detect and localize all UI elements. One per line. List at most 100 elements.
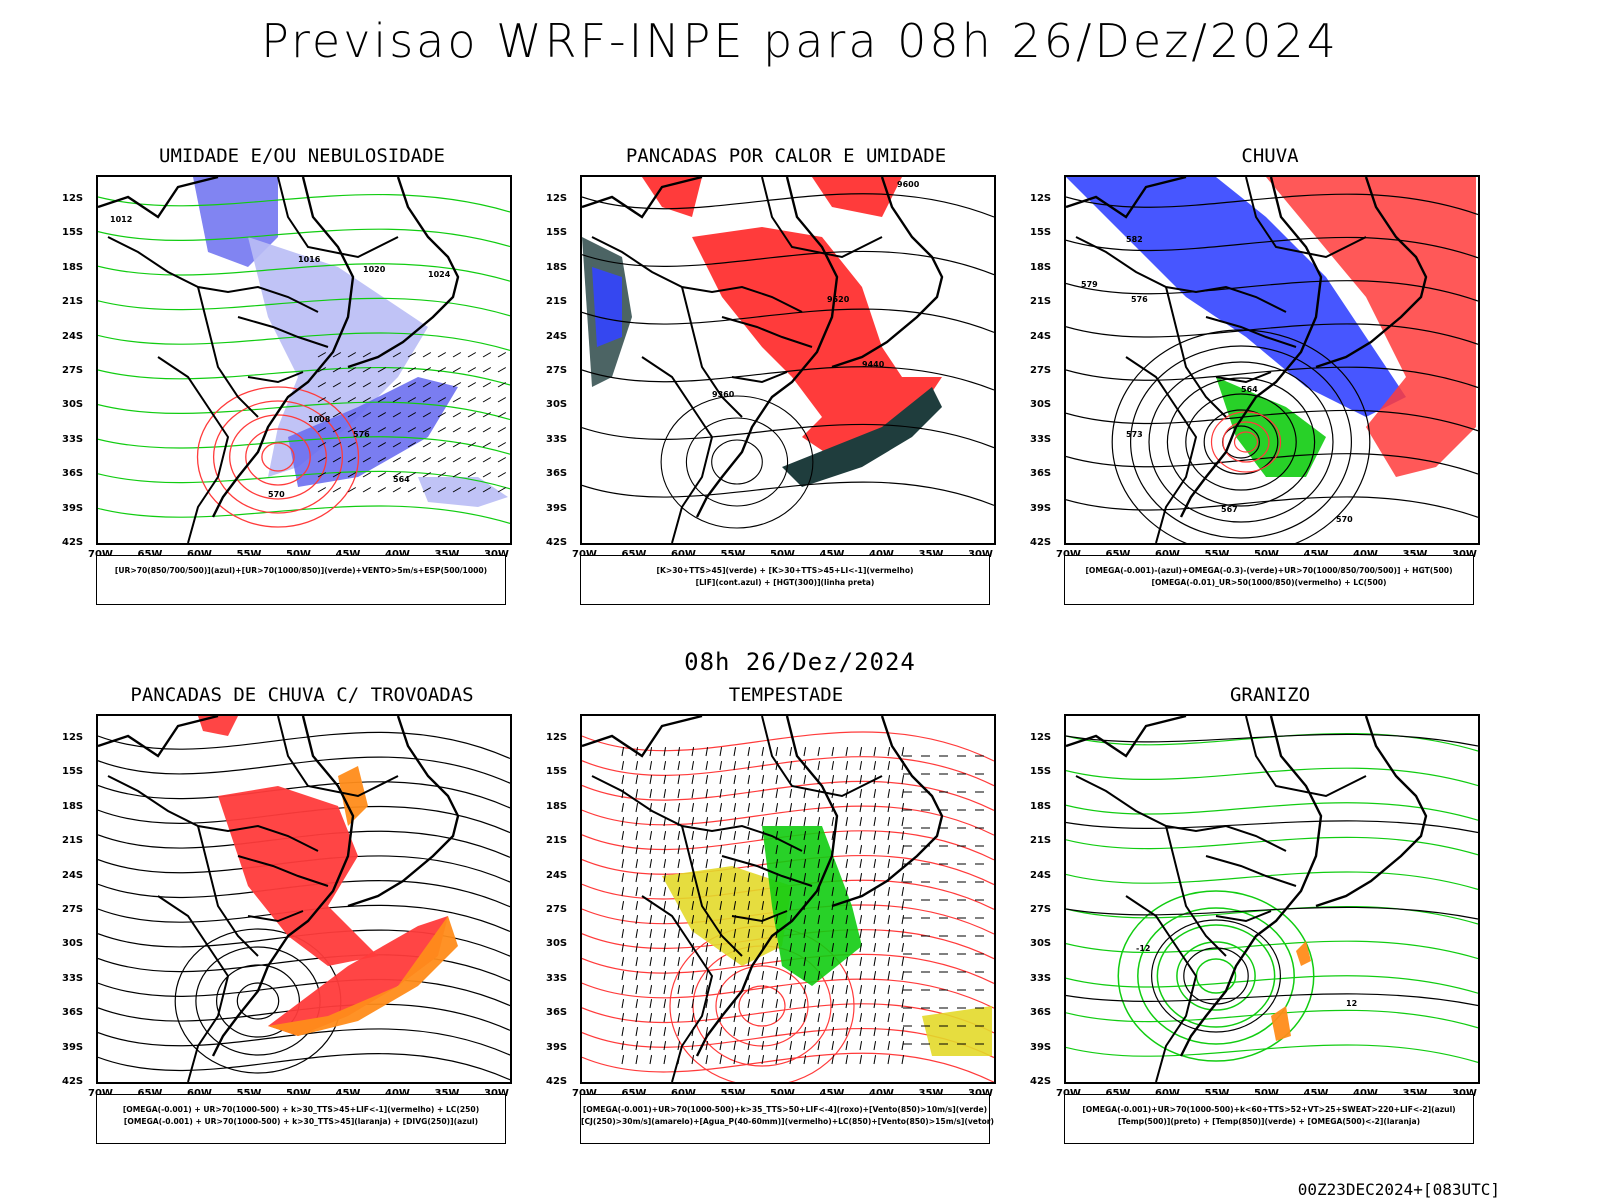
wind-vector [677, 1041, 681, 1051]
wind-vector [887, 1027, 891, 1037]
omega-ur-red [1266, 177, 1476, 477]
lon-tick-label: 60W [187, 1088, 212, 1099]
wind-vector [831, 915, 835, 925]
wind-vector [691, 915, 695, 925]
wind-vector [761, 747, 765, 757]
wind-vector [859, 943, 863, 953]
wind-vector [407, 352, 417, 358]
wind-vector [859, 859, 863, 869]
wind-vector [901, 817, 905, 827]
wind-vector [733, 887, 737, 897]
wind-vector [831, 775, 835, 785]
wind-vector [677, 789, 681, 799]
wind-vector [635, 1055, 639, 1065]
wind-vector [719, 915, 723, 925]
hgt500-contour [1129, 345, 1353, 539]
omega-green [1216, 377, 1326, 477]
wind-vector [392, 352, 402, 358]
lat-tick-label: 27S [1030, 904, 1052, 915]
storm-red [198, 716, 238, 736]
wind-vector [705, 957, 709, 967]
wind-vector [831, 747, 835, 757]
lon-tick-label: 40W [385, 549, 410, 560]
lon-tick-label: 40W [869, 1088, 894, 1099]
wind-vector [761, 1027, 765, 1037]
wind-vector [377, 367, 387, 373]
wind-vector [635, 915, 639, 925]
wind-vector [901, 943, 905, 953]
wind-vector [761, 1041, 765, 1051]
wind-vector [497, 382, 507, 388]
wind-vector [621, 803, 625, 813]
wind-vector [803, 1041, 807, 1051]
hgt300-contour [582, 423, 994, 449]
wind-vector [901, 901, 905, 911]
wind-vector [789, 803, 793, 813]
wind-vector [817, 957, 821, 967]
wind-vector [649, 831, 653, 841]
wind-vector [789, 943, 793, 953]
wind-vector [621, 915, 625, 925]
lat-tick-label: 33S [1030, 972, 1052, 984]
temp850-contour [1176, 941, 1256, 1011]
wind-vector [817, 971, 821, 981]
wind-vector [845, 873, 849, 883]
coastline-borders [98, 716, 460, 1082]
wind-vector [482, 472, 492, 478]
wind-vector [705, 817, 709, 827]
wind-vector [407, 427, 417, 433]
green-humidity-contour [98, 332, 510, 351]
wind-vector [733, 747, 737, 757]
wind-vector [733, 873, 737, 883]
lc500-contour [1222, 421, 1270, 463]
wind-vector [621, 859, 625, 869]
wind-vector [705, 831, 709, 841]
lon-tick-label: 50W [286, 549, 311, 560]
lat-tick-label: 21S [546, 835, 568, 847]
lon-tick-label: 50W [1254, 1088, 1279, 1099]
lon-tick-label: 70W [572, 549, 597, 560]
wind-vector [859, 1055, 863, 1065]
green-humidity-contour [98, 263, 510, 282]
wind-vector [803, 775, 807, 785]
wind-vector [467, 472, 477, 478]
wind-vector [649, 845, 653, 855]
wind-vector [317, 367, 327, 373]
wind-vector [407, 412, 417, 418]
wind-vector [761, 985, 765, 995]
lc250-streamline [98, 1028, 510, 1056]
lon-tick-label: 70W [572, 1088, 597, 1099]
wind-vector [705, 985, 709, 995]
wind-vector [859, 775, 863, 785]
wind-vector [719, 747, 723, 757]
wind-vector [859, 887, 863, 897]
wind-vector [649, 747, 653, 757]
wind-vector [831, 1055, 835, 1065]
forecast-date-label: 08h 26/Dez/2024 [684, 648, 916, 676]
wind-vector [392, 367, 402, 373]
lat-tick-label: 18S [62, 261, 84, 273]
wind-vector [901, 789, 905, 799]
wind-vector [859, 845, 863, 855]
panel-title: GRANIZO [1229, 684, 1311, 706]
lon-tick-label: 50W [1254, 549, 1279, 560]
lat-tick-label: 30S [1030, 399, 1052, 411]
wind-vector [407, 397, 417, 403]
wind-vector [691, 775, 695, 785]
wind-vector [677, 831, 681, 841]
lat-tick-label: 39S [1030, 502, 1052, 514]
wind-vector [635, 775, 639, 785]
wind-vector [497, 457, 507, 463]
wind-vector [621, 817, 625, 827]
wind-vector [621, 761, 625, 771]
wind-vector [873, 999, 877, 1009]
wind-vector [817, 831, 821, 841]
lat-tick-label: 24S [546, 330, 568, 342]
wind-vector [677, 887, 681, 897]
wind-vector [761, 887, 765, 897]
lat-tick-label: 42S [62, 537, 84, 548]
contour-label: 9440 [862, 360, 885, 369]
contour-label: 1012 [110, 215, 132, 224]
wind-vector [635, 817, 639, 827]
wind-vector [803, 873, 807, 883]
